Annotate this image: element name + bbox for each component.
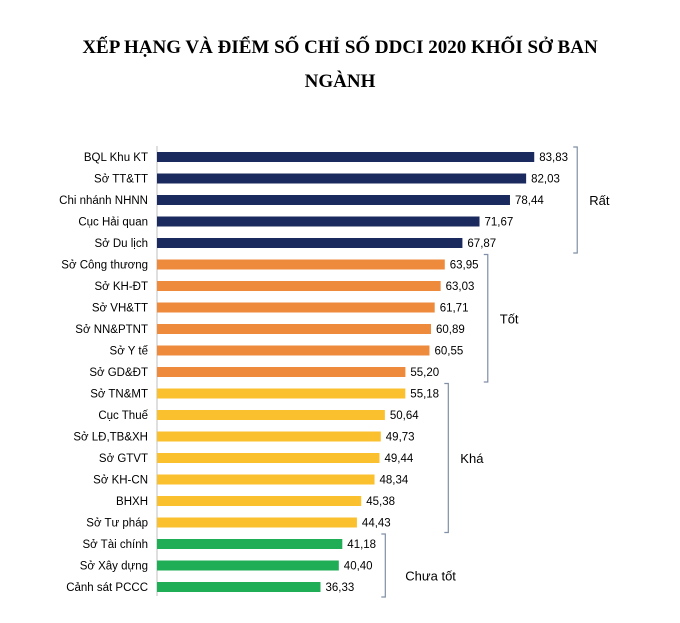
bar: [157, 410, 385, 420]
category-label: Sở KH-CN: [93, 475, 148, 487]
value-label: 82,03: [531, 174, 560, 186]
value-label: 63,03: [446, 281, 475, 293]
bar: [157, 582, 321, 592]
group-bracket: [483, 253, 489, 383]
category-label: Sở TT&TT: [94, 174, 148, 186]
value-label: 60,89: [436, 324, 465, 336]
category-label: BQL Khu KT: [84, 152, 148, 164]
group-bracket: [381, 533, 386, 598]
bar: [157, 560, 339, 571]
category-label: Sở GD&ĐT: [89, 367, 148, 379]
bar: [157, 195, 510, 205]
category-label: Sở Xây dựng: [80, 561, 148, 573]
category-label: Sở Du lịch: [94, 238, 148, 250]
bar: [157, 496, 362, 506]
bar: [157, 324, 432, 334]
group-bracket: [573, 146, 578, 254]
bar: [157, 173, 527, 184]
value-label: 50,64: [390, 410, 419, 422]
value-label: 36,33: [325, 582, 354, 594]
bar: [157, 474, 375, 485]
group-label: Tốt: [500, 311, 519, 326]
value-label: 67,87: [467, 238, 496, 250]
category-label: Sở Tài chính: [82, 539, 148, 551]
category-label: Sở NN&PTNT: [75, 324, 148, 336]
chart-title-line-1: XẾP HẠNG VÀ ĐIỂM SỐ CHỈ SỐ DDCI 2020 KHỐ…: [82, 37, 598, 58]
bar: [157, 453, 380, 463]
value-label: 49,44: [384, 453, 413, 465]
value-label: 45,38: [366, 496, 395, 508]
value-label: 55,18: [410, 389, 439, 401]
value-label: 71,67: [485, 217, 514, 229]
bar: [157, 281, 441, 291]
group-label: Rất: [589, 193, 610, 208]
group-label: Khá: [460, 451, 484, 466]
value-label: 48,34: [380, 475, 409, 487]
bar: [157, 431, 381, 442]
group-bracket: [444, 382, 449, 534]
bar: [157, 216, 480, 227]
value-label: 41,18: [347, 539, 376, 551]
category-label: Sở Tư pháp: [86, 518, 148, 530]
bar: [157, 259, 445, 270]
bar: [157, 539, 343, 549]
value-label: 49,73: [386, 432, 415, 444]
value-label: 83,83: [539, 152, 568, 164]
value-label: 55,20: [410, 367, 439, 379]
value-label: 40,40: [344, 561, 373, 573]
category-label: Cảnh sát PCCC: [66, 582, 148, 594]
category-label: Sở Công thương: [61, 260, 148, 272]
category-label: Sở Y tế: [110, 346, 149, 358]
bar: [157, 238, 463, 248]
category-label: BHXH: [116, 496, 148, 508]
category-label: Cục Hải quan: [78, 217, 148, 229]
bar: [157, 302, 435, 313]
bar: [157, 345, 430, 356]
value-label: 44,43: [362, 518, 391, 530]
category-label: Cục Thuế: [98, 410, 148, 422]
category-label: Sở TN&MT: [90, 389, 148, 401]
value-label: 61,71: [440, 303, 469, 315]
value-label: 63,95: [450, 260, 479, 272]
category-label: Sở KH-ĐT: [94, 281, 148, 293]
category-label: Sở VH&TT: [92, 303, 148, 315]
chart-title-line-2: NGÀNH: [304, 71, 376, 92]
bar: [157, 517, 357, 528]
bar: [157, 152, 535, 162]
group-label: Chưa tốt: [405, 569, 456, 584]
category-label: Sở LĐ,TB&XH: [73, 432, 148, 444]
bar: [157, 388, 406, 399]
category-label: Chi nhánh NHNN: [59, 195, 148, 207]
value-label: 60,55: [434, 346, 463, 358]
bar: [157, 367, 406, 377]
value-label: 78,44: [515, 195, 544, 207]
category-label: Sở GTVT: [99, 453, 148, 465]
